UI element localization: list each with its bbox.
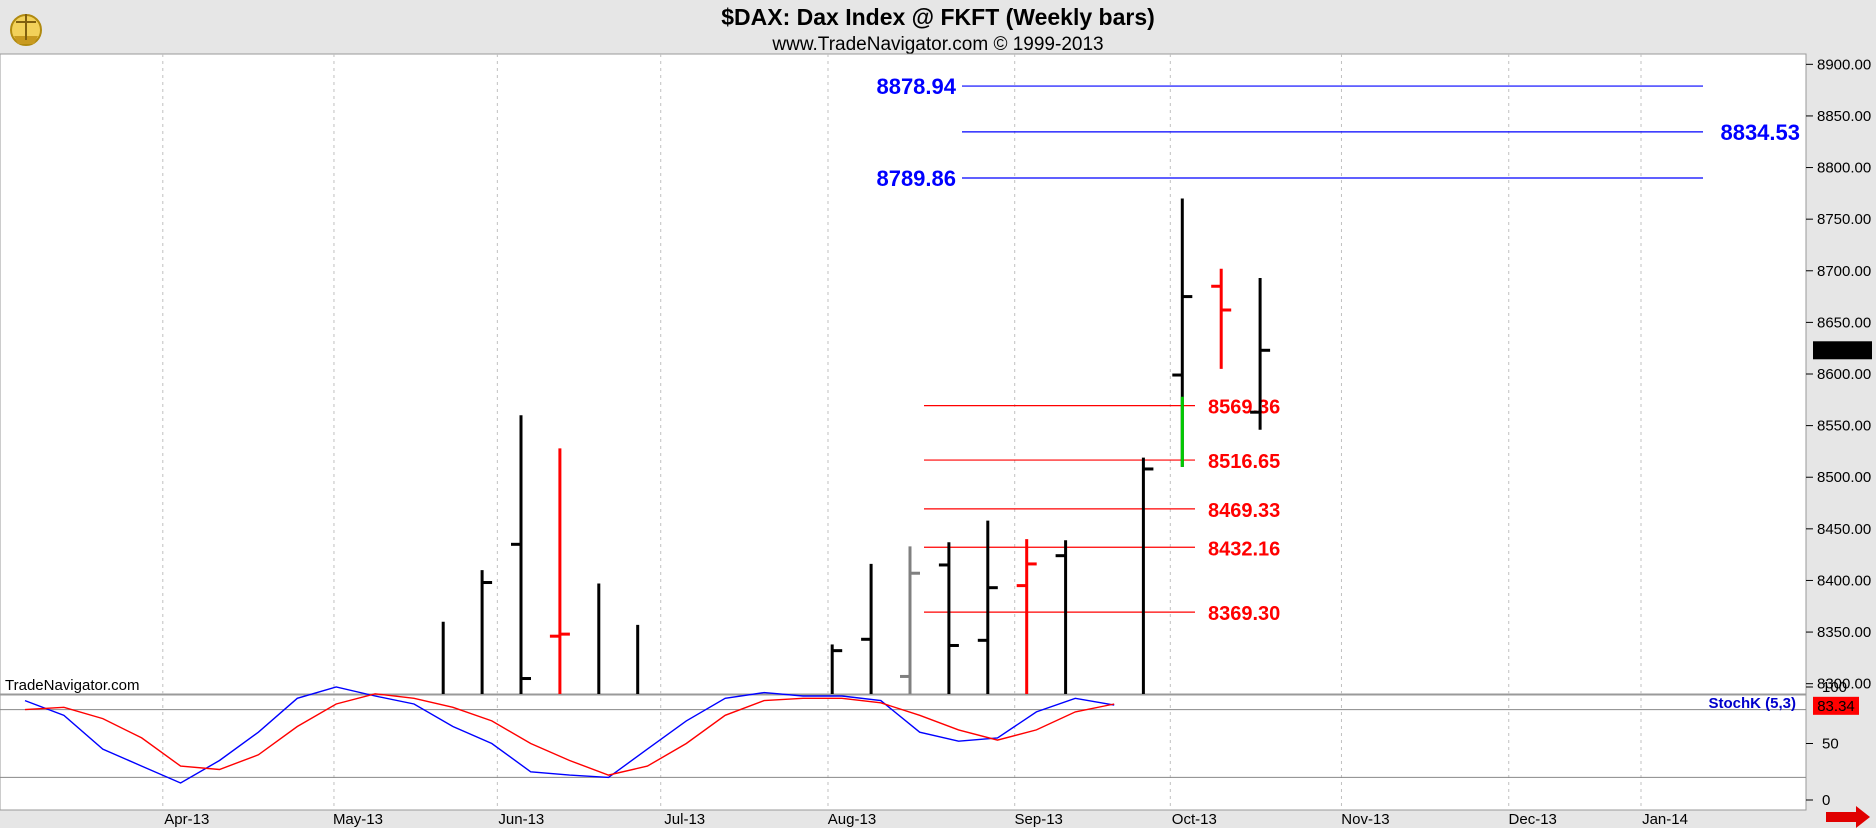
ohlc-bar <box>1055 540 1068 694</box>
month-tick-label: Oct-13 <box>1172 811 1217 828</box>
red-level-label: 8369.30 <box>1208 603 1280 625</box>
ohlc-bar <box>1172 198 1193 467</box>
chart-title: $DAX: Dax Index @ FKFT (Weekly bars) <box>721 4 1155 30</box>
price-panel <box>0 53 1807 695</box>
price-tick-label: 8550.00 <box>1817 418 1871 435</box>
ohlc-bar <box>830 644 843 694</box>
stochastic-label: StochK (5,3) <box>1708 695 1796 712</box>
month-tick-label: Jan-14 <box>1642 811 1688 828</box>
ohlc-bar <box>977 520 998 694</box>
price-tick-label: 8450.00 <box>1817 521 1871 538</box>
stochastic-tick-label: 0 <box>1822 792 1830 809</box>
ohlc-bar <box>549 448 570 694</box>
stochastic-tick-label: 100 <box>1822 679 1847 696</box>
last-stochastic-label: 83.34 <box>1817 698 1855 715</box>
price-tick-label: 8850.00 <box>1817 108 1871 125</box>
price-tick-label: 8600.00 <box>1817 366 1871 383</box>
ohlc-bar <box>900 546 920 694</box>
month-tick-label: May-13 <box>333 811 383 828</box>
time-axis: Apr-13 May-13 Jun-13 Jul-13 Aug-13 Sep-13 Oct-… <box>164 811 1688 828</box>
month-tick-label: Jul-13 <box>664 811 705 828</box>
chart-subtitle: www.TradeNavigator.com © 1999-2013 <box>771 34 1103 55</box>
price-tick-label: 8300.00 <box>1817 676 1871 693</box>
price-tick-label: 8900.00 <box>1817 56 1871 73</box>
price-tick-label: 8800.00 <box>1817 160 1871 177</box>
price-tick-label: 8400.00 <box>1817 572 1871 589</box>
stochastic-line-red <box>24 693 1115 776</box>
ohlc-bar <box>938 542 959 694</box>
price-tick-label: 8650.00 <box>1817 314 1871 331</box>
price-bars <box>441 198 1271 694</box>
red-level-label: 8469.33 <box>1208 500 1280 522</box>
price-axis: 8300.00 8350.00 8400.00 8450.00 8500.00 8550.… <box>1806 56 1871 693</box>
red-level-label: 8432.16 <box>1208 538 1280 560</box>
month-tick-label: Nov-13 <box>1341 811 1389 828</box>
stochastic-axis: 0 50 100 <box>1806 679 1847 809</box>
price-tick-label: 8350.00 <box>1817 624 1871 641</box>
price-tick-label: 8500.00 <box>1817 469 1871 486</box>
last-stoch-marker: 83.34 <box>1813 696 1859 715</box>
scroll-right-arrow-icon[interactable] <box>1826 806 1870 828</box>
blue-level-label: 8834.53 <box>1720 120 1800 145</box>
month-tick-label: Dec-13 <box>1509 811 1557 828</box>
ohlc-bar <box>1250 278 1271 430</box>
ohlc-bar <box>1141 457 1154 694</box>
price-tick-label: 8750.00 <box>1817 211 1871 228</box>
red-level-label: 8516.65 <box>1208 451 1280 473</box>
month-tick-label: Aug-13 <box>828 811 876 828</box>
ohlc-bar <box>511 415 531 694</box>
ohlc-bar <box>1211 268 1232 369</box>
header-logo-icon <box>10 14 42 46</box>
stochastic-panel <box>0 694 1807 811</box>
grid-lines <box>162 54 1642 810</box>
price-levels: 8878.94 8834.53 8789.86 8569.36 8516.65 8469.… <box>876 74 1800 625</box>
blue-level-label: 8878.94 <box>876 74 956 99</box>
month-tick-label: Apr-13 <box>164 811 209 828</box>
price-tick-label: 8700.00 <box>1817 263 1871 280</box>
blue-level-label: 8789.86 <box>876 166 956 191</box>
month-tick-label: Sep-13 <box>1015 811 1063 828</box>
ohlc-bar <box>480 570 493 694</box>
ohlc-bar <box>1016 539 1037 694</box>
last-price-label: 8622.97 <box>1815 342 1869 359</box>
month-tick-label: Jun-13 <box>498 811 544 828</box>
stochastic-lines <box>0 686 1806 784</box>
ohlc-bar <box>861 563 873 694</box>
watermark-text: TradeNavigator.com <box>5 677 140 694</box>
red-level-label: 8569.36 <box>1208 397 1280 419</box>
last-price-marker: 8622.97 <box>1813 341 1872 360</box>
stochastic-tick-label: 50 <box>1822 736 1839 753</box>
